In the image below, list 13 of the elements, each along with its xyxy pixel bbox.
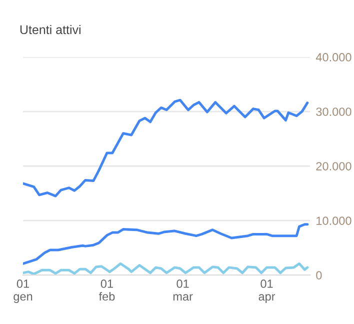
y-tick-label: 0	[316, 271, 322, 280]
x-tick-label: 01 apr	[258, 280, 276, 303]
y-tick-label: 10.000	[316, 216, 352, 225]
y-tick-label: 40.000	[316, 53, 352, 62]
y-tick-label: 30.000	[316, 108, 352, 116]
x-tick-label: 01 feb	[98, 280, 115, 301]
y-tick-label: 20.000	[316, 162, 352, 170]
line-series	[23, 223, 309, 265]
chart-title: Utenti attivi	[20, 24, 80, 34]
x-tick-label: 01 gen	[14, 280, 32, 303]
line-series	[23, 262, 309, 276]
x-tick-label: 01 mar	[173, 280, 193, 301]
line-series	[23, 98, 309, 198]
